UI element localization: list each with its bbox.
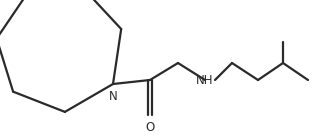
Text: NH: NH (196, 74, 214, 87)
Text: O: O (145, 121, 155, 134)
Text: N: N (109, 90, 117, 103)
